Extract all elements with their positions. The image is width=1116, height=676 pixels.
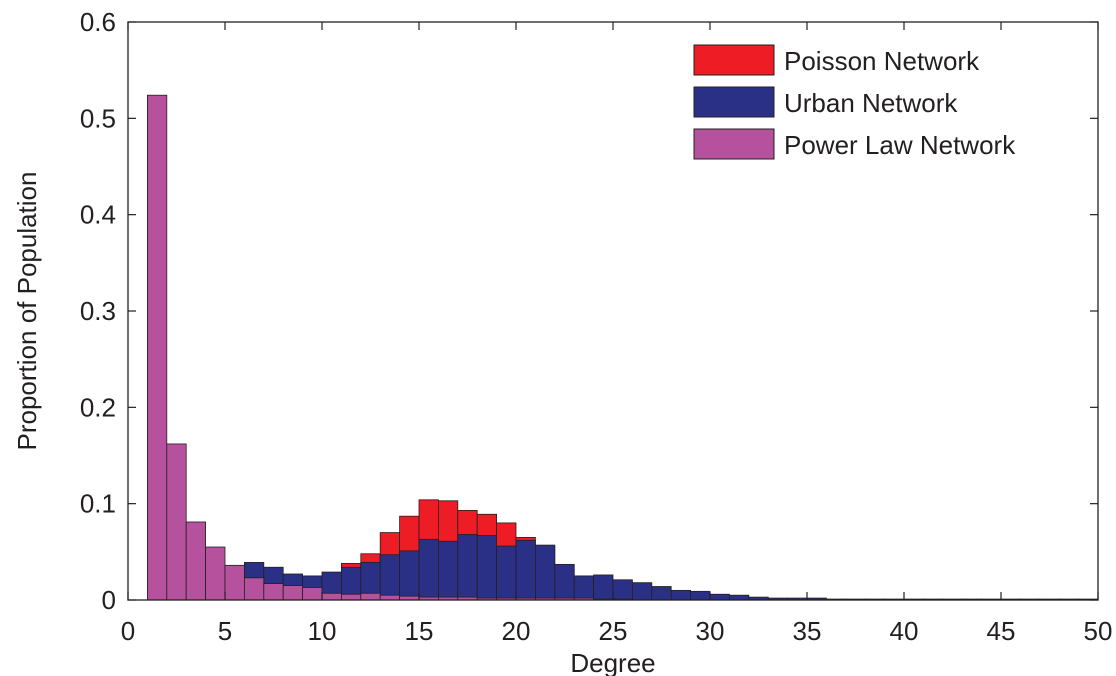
bar bbox=[573, 575, 595, 601]
legend-swatch-power-law-network bbox=[693, 128, 775, 160]
bar bbox=[476, 535, 498, 601]
bar bbox=[690, 590, 711, 601]
bar bbox=[282, 585, 304, 601]
y-tick-label: 0.2 bbox=[80, 392, 116, 422]
x-tick-label: 10 bbox=[308, 616, 337, 646]
legend-label-power-law-network: Power Law Network bbox=[784, 130, 1016, 160]
bar bbox=[205, 546, 226, 601]
bar bbox=[496, 545, 517, 601]
x-tick-label: 20 bbox=[502, 616, 531, 646]
x-tick-label: 0 bbox=[121, 616, 135, 646]
plot-background bbox=[128, 22, 1098, 600]
y-tick-label: 0.1 bbox=[80, 489, 116, 519]
bar bbox=[554, 563, 575, 601]
y-tick-label: 0.6 bbox=[80, 7, 116, 37]
x-tick-label: 40 bbox=[890, 616, 919, 646]
x-axis-label: Degree bbox=[570, 648, 655, 676]
y-tick-label: 0.4 bbox=[80, 200, 116, 230]
x-tick-label: 30 bbox=[696, 616, 725, 646]
x-tick-label: 25 bbox=[599, 616, 628, 646]
bar bbox=[185, 521, 206, 601]
bar bbox=[224, 564, 245, 601]
bar bbox=[263, 583, 284, 601]
bar bbox=[670, 589, 692, 601]
bar bbox=[166, 443, 187, 601]
y-tick-label: 0.5 bbox=[80, 103, 116, 133]
bar bbox=[340, 593, 362, 601]
legend-swatch-urban-network bbox=[693, 86, 775, 118]
y-tick-label: 0 bbox=[102, 585, 116, 615]
bar bbox=[729, 594, 750, 601]
y-tick-label: 0.3 bbox=[80, 296, 116, 326]
bar bbox=[146, 94, 168, 601]
bar bbox=[612, 579, 633, 601]
bar bbox=[302, 587, 323, 601]
bar bbox=[399, 550, 420, 601]
legend-label-poisson-network: Poisson Network bbox=[784, 46, 980, 76]
bar bbox=[632, 582, 653, 601]
legend-label-urban-network: Urban Network bbox=[784, 88, 958, 118]
legend: Poisson Network Urban Network Power Law Ne… bbox=[693, 44, 1016, 160]
x-tick-label: 15 bbox=[405, 616, 434, 646]
x-tick-label: 35 bbox=[793, 616, 822, 646]
legend-swatch-poisson-network bbox=[693, 44, 775, 76]
bar bbox=[243, 577, 265, 601]
y-axis-ticks: 0 0.1 0.2 0.3 0.4 0.5 0.6 bbox=[80, 7, 1098, 615]
bar bbox=[418, 538, 439, 601]
x-tick-label: 50 bbox=[1084, 616, 1113, 646]
bar bbox=[321, 592, 342, 601]
bar bbox=[360, 592, 381, 601]
bar bbox=[379, 554, 401, 601]
x-tick-label: 45 bbox=[987, 616, 1016, 646]
bar bbox=[437, 540, 459, 601]
series-power-law-network bbox=[146, 94, 633, 601]
bar bbox=[515, 539, 536, 601]
bar bbox=[457, 534, 478, 601]
bar bbox=[651, 586, 672, 601]
bar bbox=[535, 544, 556, 601]
y-axis-label: Proportion of Population bbox=[12, 172, 42, 451]
bar bbox=[593, 574, 614, 601]
bar bbox=[709, 593, 730, 601]
x-tick-label: 5 bbox=[218, 616, 232, 646]
x-axis-ticks: 0 5 10 15 20 25 30 35 40 45 50 bbox=[121, 22, 1113, 646]
bar bbox=[379, 594, 401, 601]
